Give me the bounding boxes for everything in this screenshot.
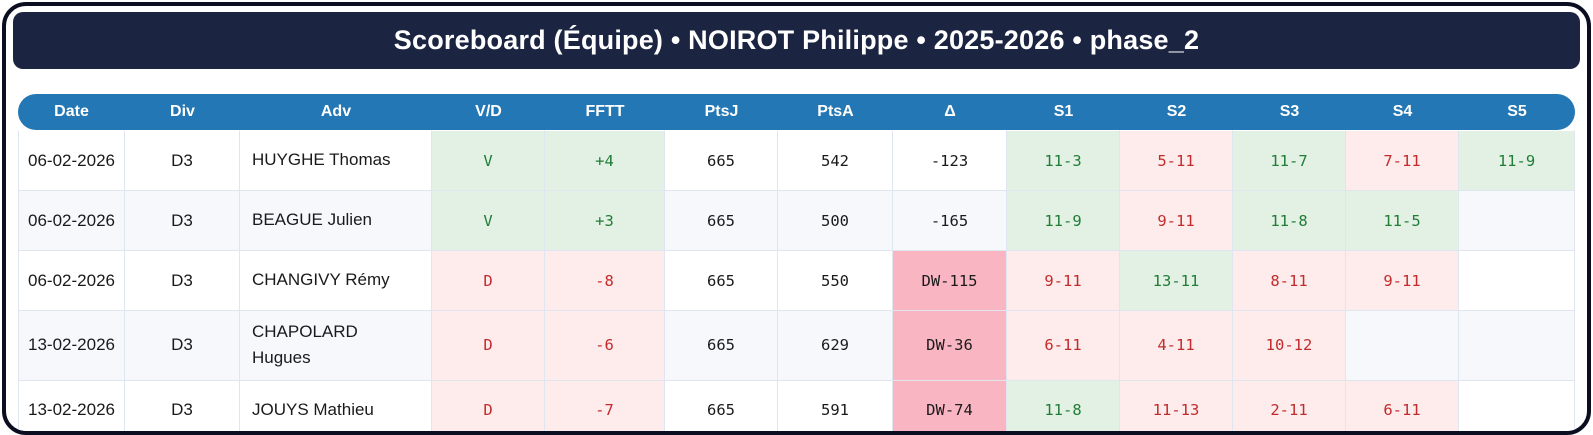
adv-cell: CHAPOLARD Hugues: [240, 311, 432, 381]
date-cell: 06-02-2026: [18, 251, 125, 311]
set-cell-s1: 9-11: [1007, 251, 1120, 311]
div-cell: D3: [125, 311, 240, 381]
set-cell-s5: [1459, 380, 1575, 431]
set-cell-s4: 9-11: [1346, 251, 1459, 311]
fftt-cell: +4: [545, 130, 665, 191]
vd-cell: D: [432, 251, 545, 311]
set-cell-s2: 13-11: [1120, 251, 1233, 311]
set-cell-s4: 7-11: [1346, 130, 1459, 191]
ptsj-cell: 665: [665, 191, 778, 251]
table-header-row: Date Div Adv V/D FFTT PtsJ PtsA Δ S1 S2 S3 S4 S5: [18, 94, 1575, 130]
set-cell-s1: 11-3: [1007, 130, 1120, 191]
column-header-s1: S1: [1007, 94, 1120, 130]
div-cell: D3: [125, 130, 240, 191]
column-header-ptsa: PtsA: [778, 94, 893, 130]
table-body: 06-02-2026 D3 HUYGHE Thomas V +4 665 542 -123 11…: [18, 130, 1575, 431]
adv-cell: CHANGIVY Rémy: [240, 251, 432, 311]
delta-cell: -165: [893, 191, 1007, 251]
ptsa-cell: 629: [778, 311, 893, 381]
delta-cell: DW-74: [893, 380, 1007, 431]
fftt-cell: +3: [545, 191, 665, 251]
set-cell-s3: 11-8: [1233, 191, 1346, 251]
column-header-delta: Δ: [893, 94, 1007, 130]
vd-cell: V: [432, 130, 545, 191]
date-cell: 13-02-2026: [18, 380, 125, 431]
set-cell-s5: [1459, 311, 1575, 381]
div-cell: D3: [125, 251, 240, 311]
table-row: 06-02-2026 D3 BEAGUE Julien V +3 665 500 -165 11…: [18, 191, 1575, 251]
delta-cell: DW-36: [893, 311, 1007, 381]
set-cell-s2: 5-11: [1120, 130, 1233, 191]
scoreboard-table: Date Div Adv V/D FFTT PtsJ PtsA Δ S1 S2 S3 S4 S5 06-…: [18, 94, 1575, 431]
set-cell-s1: 11-8: [1007, 380, 1120, 431]
set-cell-s2: 11-13: [1120, 380, 1233, 431]
fftt-cell: -6: [545, 311, 665, 381]
column-header-div: Div: [125, 94, 240, 130]
date-cell: 06-02-2026: [18, 191, 125, 251]
date-cell: 13-02-2026: [18, 311, 125, 381]
page-title: Scoreboard (Équipe) • NOIROT Philippe • …: [393, 25, 1200, 55]
ptsj-cell: 665: [665, 311, 778, 381]
column-header-s5: S5: [1459, 94, 1575, 130]
column-header-adv: Adv: [240, 94, 432, 130]
ptsa-cell: 500: [778, 191, 893, 251]
set-cell-s3: 2-11: [1233, 380, 1346, 431]
adv-cell: HUYGHE Thomas: [240, 130, 432, 191]
vd-cell: V: [432, 191, 545, 251]
ptsa-cell: 591: [778, 380, 893, 431]
ptsj-cell: 665: [665, 380, 778, 431]
set-cell-s1: 6-11: [1007, 311, 1120, 381]
date-cell: 06-02-2026: [18, 130, 125, 191]
delta-cell: DW-115: [893, 251, 1007, 311]
set-cell-s2: 9-11: [1120, 191, 1233, 251]
set-cell-s4: [1346, 311, 1459, 381]
column-header-date: Date: [18, 94, 125, 130]
column-header-ptsj: PtsJ: [665, 94, 778, 130]
column-header-s2: S2: [1120, 94, 1233, 130]
delta-cell: -123: [893, 130, 1007, 191]
div-cell: D3: [125, 380, 240, 431]
set-cell-s5: [1459, 251, 1575, 311]
set-cell-s4: 6-11: [1346, 380, 1459, 431]
column-header-vd: V/D: [432, 94, 545, 130]
set-cell-s2: 4-11: [1120, 311, 1233, 381]
column-header-fftt: FFTT: [545, 94, 665, 130]
ptsa-cell: 550: [778, 251, 893, 311]
table-row: 13-02-2026 D3 CHAPOLARD Hugues D -6 665 629 DW-…: [18, 311, 1575, 381]
fftt-cell: -8: [545, 251, 665, 311]
ptsa-cell: 542: [778, 130, 893, 191]
ptsj-cell: 665: [665, 251, 778, 311]
adv-cell: BEAGUE Julien: [240, 191, 432, 251]
fftt-cell: -7: [545, 380, 665, 431]
column-header-s3: S3: [1233, 94, 1346, 130]
column-header-s4: S4: [1346, 94, 1459, 130]
set-cell-s1: 11-9: [1007, 191, 1120, 251]
vd-cell: D: [432, 380, 545, 431]
set-cell-s3: 10-12: [1233, 311, 1346, 381]
set-cell-s4: 11-5: [1346, 191, 1459, 251]
set-cell-s5: 11-9: [1459, 130, 1575, 191]
table-row: 06-02-2026 D3 HUYGHE Thomas V +4 665 542 -123 11…: [18, 130, 1575, 191]
set-cell-s3: 11-7: [1233, 130, 1346, 191]
title-bar: Scoreboard (Équipe) • NOIROT Philippe • …: [13, 12, 1580, 69]
ptsj-cell: 665: [665, 130, 778, 191]
table-row: 13-02-2026 D3 JOUYS Mathieu D -7 665 591 DW-74 1…: [18, 380, 1575, 431]
vd-cell: D: [432, 311, 545, 381]
adv-cell: JOUYS Mathieu: [240, 380, 432, 431]
table-row: 06-02-2026 D3 CHANGIVY Rémy D -8 665 550 DW-115…: [18, 251, 1575, 311]
div-cell: D3: [125, 191, 240, 251]
set-cell-s5: [1459, 191, 1575, 251]
set-cell-s3: 8-11: [1233, 251, 1346, 311]
